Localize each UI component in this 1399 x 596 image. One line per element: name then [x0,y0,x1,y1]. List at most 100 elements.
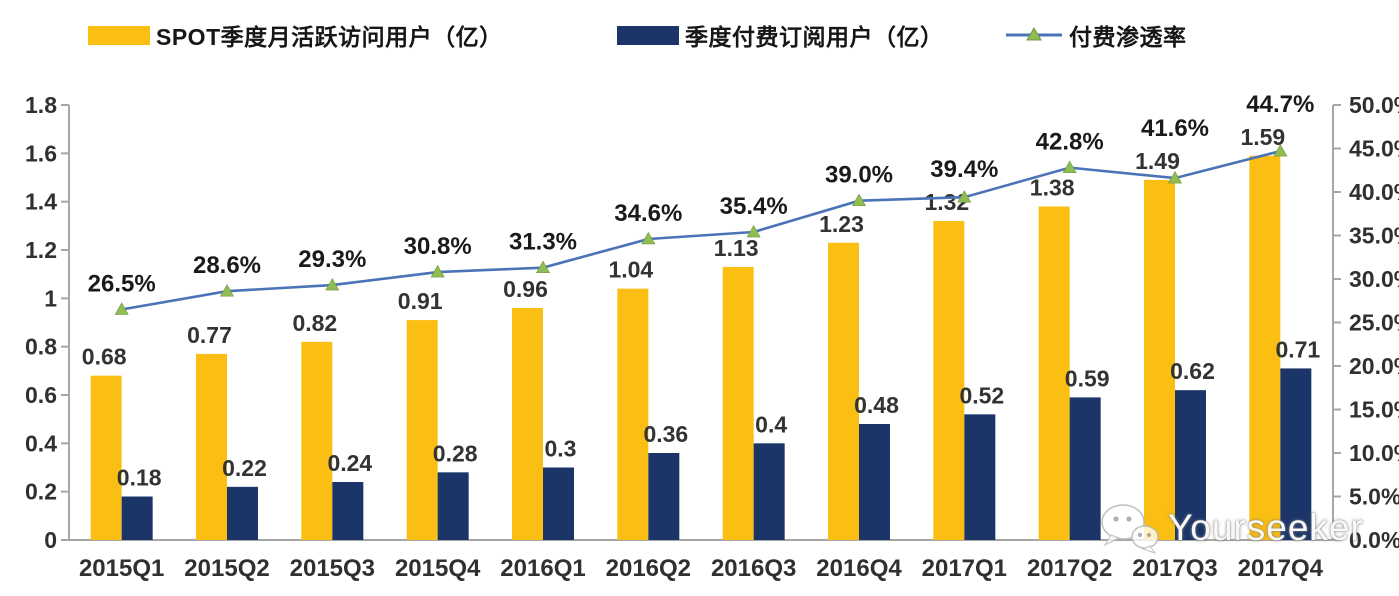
mau-bar [828,242,859,540]
penetration-percent-label: 28.6% [193,252,261,279]
subscriber-value-label: 0.18 [117,465,162,491]
mau-bar [406,320,438,540]
subscriber-bar [964,414,996,540]
mau-bar [933,221,965,540]
subscriber-bar [859,424,890,540]
subscriber-value-label: 0.4 [755,411,787,437]
legend-item-subscribers: 季度付费订阅用户（亿） [617,18,944,52]
subscriber-value-label: 0.24 [327,450,372,476]
legend-item-mau: SPOT季度月活跃访问用户（亿） [88,18,503,52]
mau-bar [301,341,333,540]
penetration-marker [430,264,445,278]
penetration-marker [957,190,972,203]
mau-value-label: 0.68 [82,344,127,370]
penetration-percent-label: 39.0% [825,162,893,189]
mau-bar [512,308,543,540]
mau-legend-label: SPOT季度月活跃访问用户（亿） [156,24,503,50]
mau-value-label: 0.77 [187,322,232,348]
penetration-marker [1167,170,1183,184]
subscriber-bar [543,467,574,540]
penetration-percent-label: 29.3% [298,246,366,273]
penetration-percent-label: 35.4% [720,193,788,220]
penetration-marker [746,224,761,238]
mau-bar [196,353,227,540]
right-axis-tick-label: 0.0% [1349,527,1399,553]
left-axis-tick-label: 0.4 [25,430,57,456]
subscriber-bar [753,443,785,540]
left-axis-tick-label: 1.2 [25,237,57,263]
penetration-marker [641,231,656,245]
penetration-percent-label: 31.3% [509,229,577,256]
penetration-legend-line-icon [1006,27,1062,41]
mau-value-label: 1.23 [819,211,864,237]
subscriber-value-label: 0.48 [854,392,899,418]
subscriber-value-label: 0.71 [1275,336,1320,362]
subscriber-bar [648,453,680,540]
right-axis-tick-label: 20.0% [1349,353,1399,379]
mau-value-label: 1.13 [714,235,759,261]
mau-value-label: 0.91 [398,288,443,314]
x-axis-label: 2015Q2 [184,555,269,582]
left-axis-tick-label: 0.2 [25,479,57,505]
mau-bar [1249,155,1281,540]
penetration-percent-label: 34.6% [614,200,682,227]
legend-item-penetration: 付费渗透率 [1005,18,1187,52]
subscriber-value-label: 0.59 [1065,365,1110,391]
subscriber-bar [121,496,153,540]
penetration-marker [219,284,235,297]
left-axis-tick-label: 0.8 [25,334,57,360]
x-axis-label: 2017Q4 [1238,555,1324,582]
mau-bar [90,375,122,540]
penetration-marker [535,260,551,273]
mau-value-label: 0.82 [292,310,337,336]
penetration-percent-label: 42.8% [1036,129,1104,156]
subscriber-value-label: 0.52 [959,382,1004,408]
subscriber-value-label: 0.28 [433,440,478,466]
subscriber-bar [332,482,364,540]
subscriber-value-label: 0.3 [545,436,577,462]
left-axis-tick-label: 1 [44,285,57,311]
penetration-legend-label: 付费渗透率 [1069,24,1187,50]
mau-value-label: 1.04 [608,257,653,283]
left-axis-tick-label: 1.8 [25,92,57,118]
chart-legend: SPOT季度月活跃访问用户（亿） 季度付费订阅用户（亿） 付费渗透率 [0,0,1399,58]
right-axis-tick-label: 45.0% [1349,136,1399,162]
left-axis-tick-label: 0.6 [25,382,57,408]
left-axis-tick-label: 1.4 [25,189,57,215]
right-axis-tick-label: 25.0% [1349,310,1399,336]
mau-value-label: 0.96 [503,276,548,302]
penetration-marker [851,193,867,206]
x-axis-label: 2015Q1 [79,555,164,582]
mau-bar [722,266,754,540]
subscriber-bar [227,486,258,540]
x-axis-label: 2016Q1 [500,555,585,582]
right-axis-tick-label: 15.0% [1349,397,1399,423]
mau-bar [1144,179,1175,540]
x-axis-label: 2016Q4 [816,555,902,582]
subscriber-bar [1280,368,1312,540]
right-axis-tick-label: 30.0% [1349,266,1399,292]
penetration-percent-label: 26.5% [88,270,156,297]
penetration-percent-label: 39.4% [930,156,998,183]
subscribers-legend-swatch [617,25,679,45]
subscriber-bar [1175,390,1206,540]
subscriber-value-label: 0.36 [643,421,688,447]
mau-bar [1038,206,1070,540]
subscriber-bar [437,472,469,540]
subscriber-value-label: 0.62 [1170,358,1215,384]
x-axis-label: 2017Q1 [922,555,1007,582]
left-axis-tick-label: 0 [44,527,57,553]
x-axis-label: 2016Q2 [606,555,691,582]
penetration-marker [1273,144,1288,157]
mau-bar [617,288,649,540]
penetration-marker [1062,160,1077,173]
right-axis-tick-label: 40.0% [1349,179,1399,205]
x-axis-label: 2016Q3 [711,555,796,582]
penetration-marker [325,277,340,291]
penetration-percent-label: 41.6% [1141,115,1209,142]
x-axis-label: 2015Q4 [395,555,481,582]
mau-legend-swatch [88,25,150,45]
x-axis-label: 2015Q3 [290,555,375,582]
